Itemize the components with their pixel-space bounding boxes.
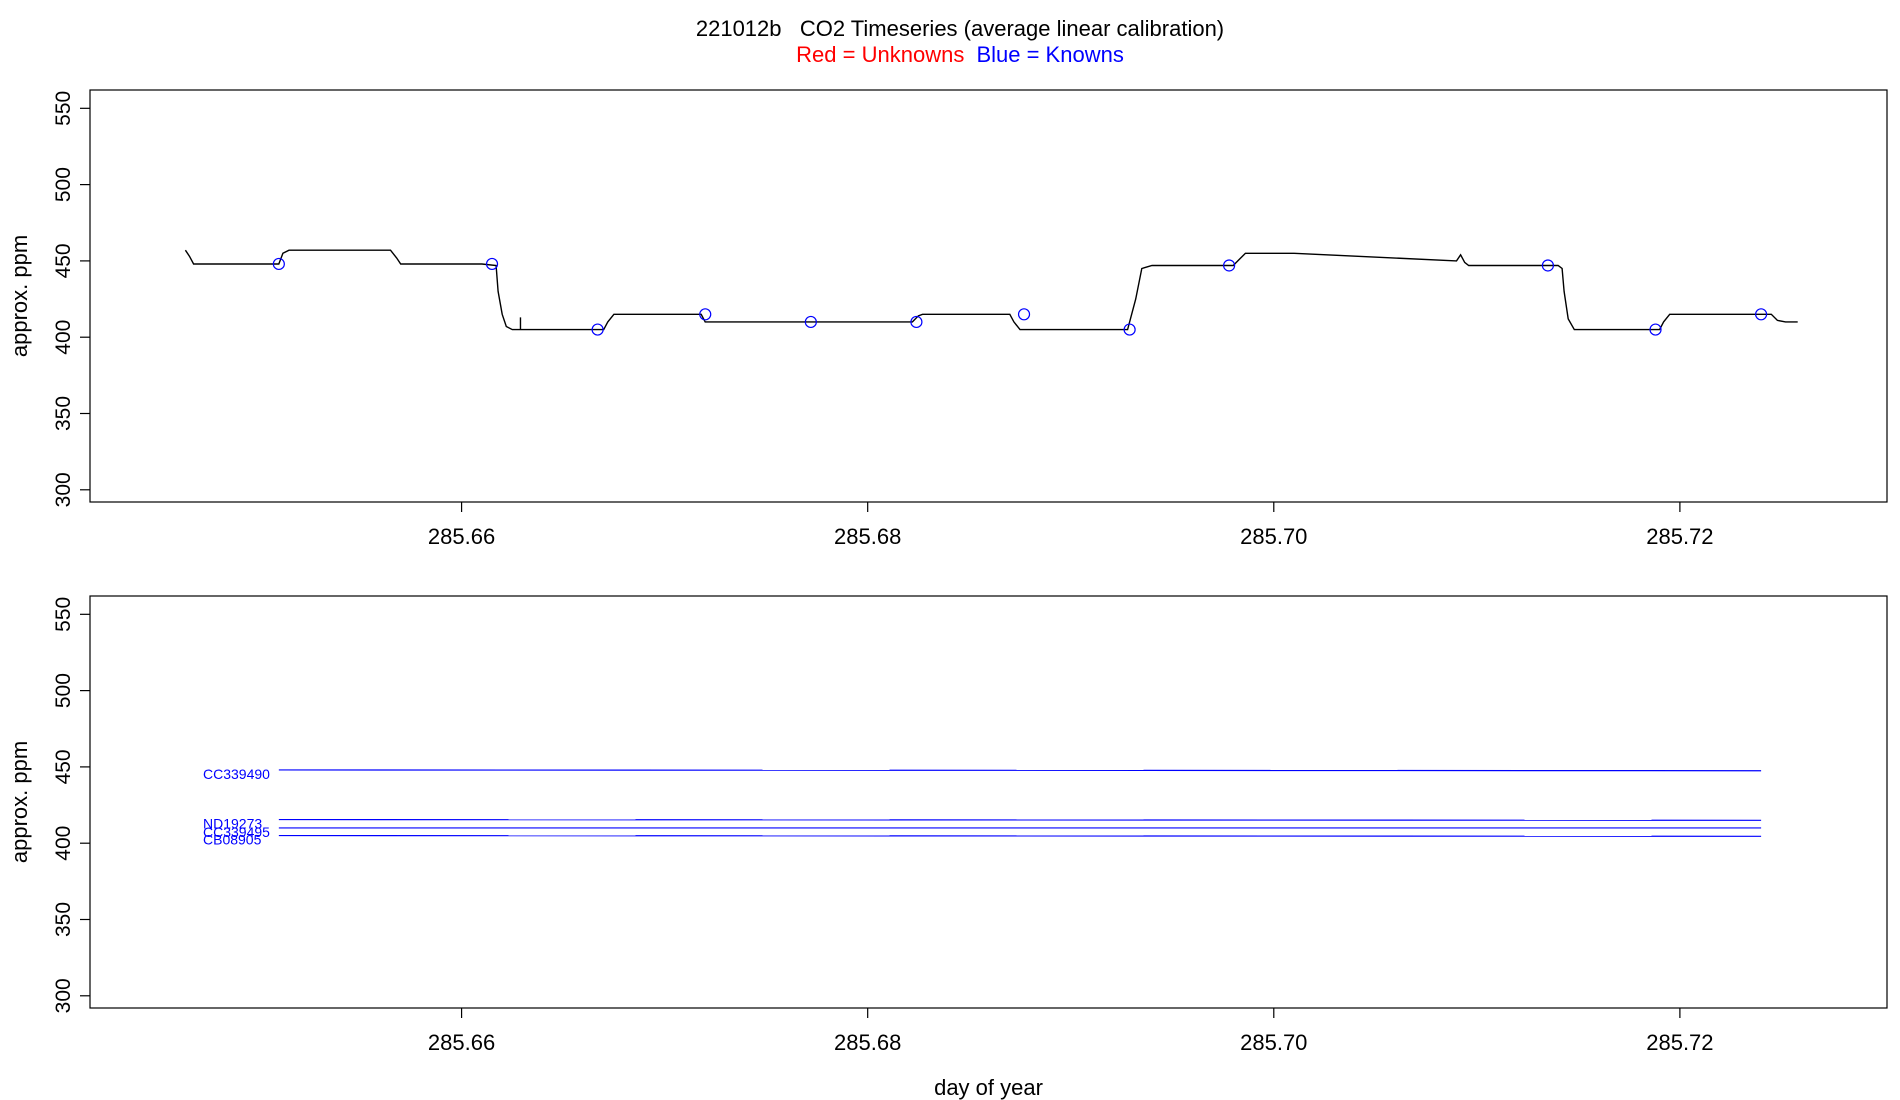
known-standard-marker: [1123, 323, 1136, 336]
x-tick-label: 285.72: [1646, 524, 1713, 549]
y-tick-label: 400: [52, 320, 75, 355]
known-standard-marker: [1017, 308, 1031, 321]
known-standard-marker: [1755, 308, 1768, 321]
y-tick-label: 500: [52, 167, 75, 202]
standard-label-cc339495: CC339495: [203, 824, 270, 840]
known-standard-marker: [804, 315, 817, 329]
known-standard-marker: [1649, 323, 1662, 336]
y-tick-label: 550: [52, 91, 75, 126]
standard-line-cc339490: [278, 769, 1762, 772]
known-standard-marker: [1223, 259, 1236, 272]
standard-line-cb08905: [278, 834, 1762, 837]
y-tick-label: 300: [52, 472, 75, 507]
y-tick-label: 550: [52, 597, 75, 632]
known-standard-marker: [591, 323, 604, 336]
known-standard-marker: [910, 315, 923, 329]
figure-title: 221012b CO2 Timeseries (average linear c…: [696, 16, 1224, 41]
y-tick-label: 400: [52, 826, 75, 861]
known-standard-marker: [485, 257, 499, 271]
y-tick-label: 450: [52, 749, 75, 784]
y-tick-label: 300: [52, 978, 75, 1013]
x-tick-label: 285.66: [428, 524, 495, 549]
standard-line-nd19273: [278, 818, 1762, 821]
known-standard-marker: [272, 257, 285, 271]
x-tick-label: 285.70: [1240, 1030, 1307, 1055]
subtitle-unknowns: Red = Unknowns: [796, 42, 964, 67]
standard-label-cc339490: CC339490: [203, 766, 270, 782]
y-axis-label: approx. ppm: [7, 741, 32, 863]
bottom-panel: 300 350 400 450 500 550 285.66 285.68 285.70 285.…: [7, 595, 1888, 1100]
x-tick-label: 285.70: [1240, 524, 1307, 549]
top-panel: 300 350 400 450 500 550 285.66 285.68 285.70 285.…: [7, 89, 1888, 549]
x-axis-label: day of year: [934, 1075, 1043, 1100]
plot-frame: [89, 595, 1888, 1009]
known-standard-marker: [699, 308, 712, 321]
plot-frame: [89, 89, 1888, 503]
x-tick-label: 285.68: [834, 524, 901, 549]
co2-trace-line: [184, 249, 1798, 331]
figure-subtitle: Red = Unknowns Blue = Knowns: [796, 42, 1124, 67]
y-tick-label: 350: [52, 902, 75, 937]
y-tick-label: 350: [52, 396, 75, 431]
x-tick-label: 285.72: [1646, 1030, 1713, 1055]
standard-label-nd19273: ND19273: [203, 816, 262, 832]
y-axis-label: approx. ppm: [7, 235, 32, 357]
x-tick-label: 285.68: [834, 1030, 901, 1055]
standard-label-cb08905: CB08905: [203, 832, 262, 848]
y-tick-label: 500: [52, 673, 75, 708]
y-tick-label: 450: [52, 243, 75, 278]
subtitle-knowns: Blue = Knowns: [976, 42, 1123, 67]
x-tick-label: 285.66: [428, 1030, 495, 1055]
known-standard-marker: [1541, 259, 1555, 272]
